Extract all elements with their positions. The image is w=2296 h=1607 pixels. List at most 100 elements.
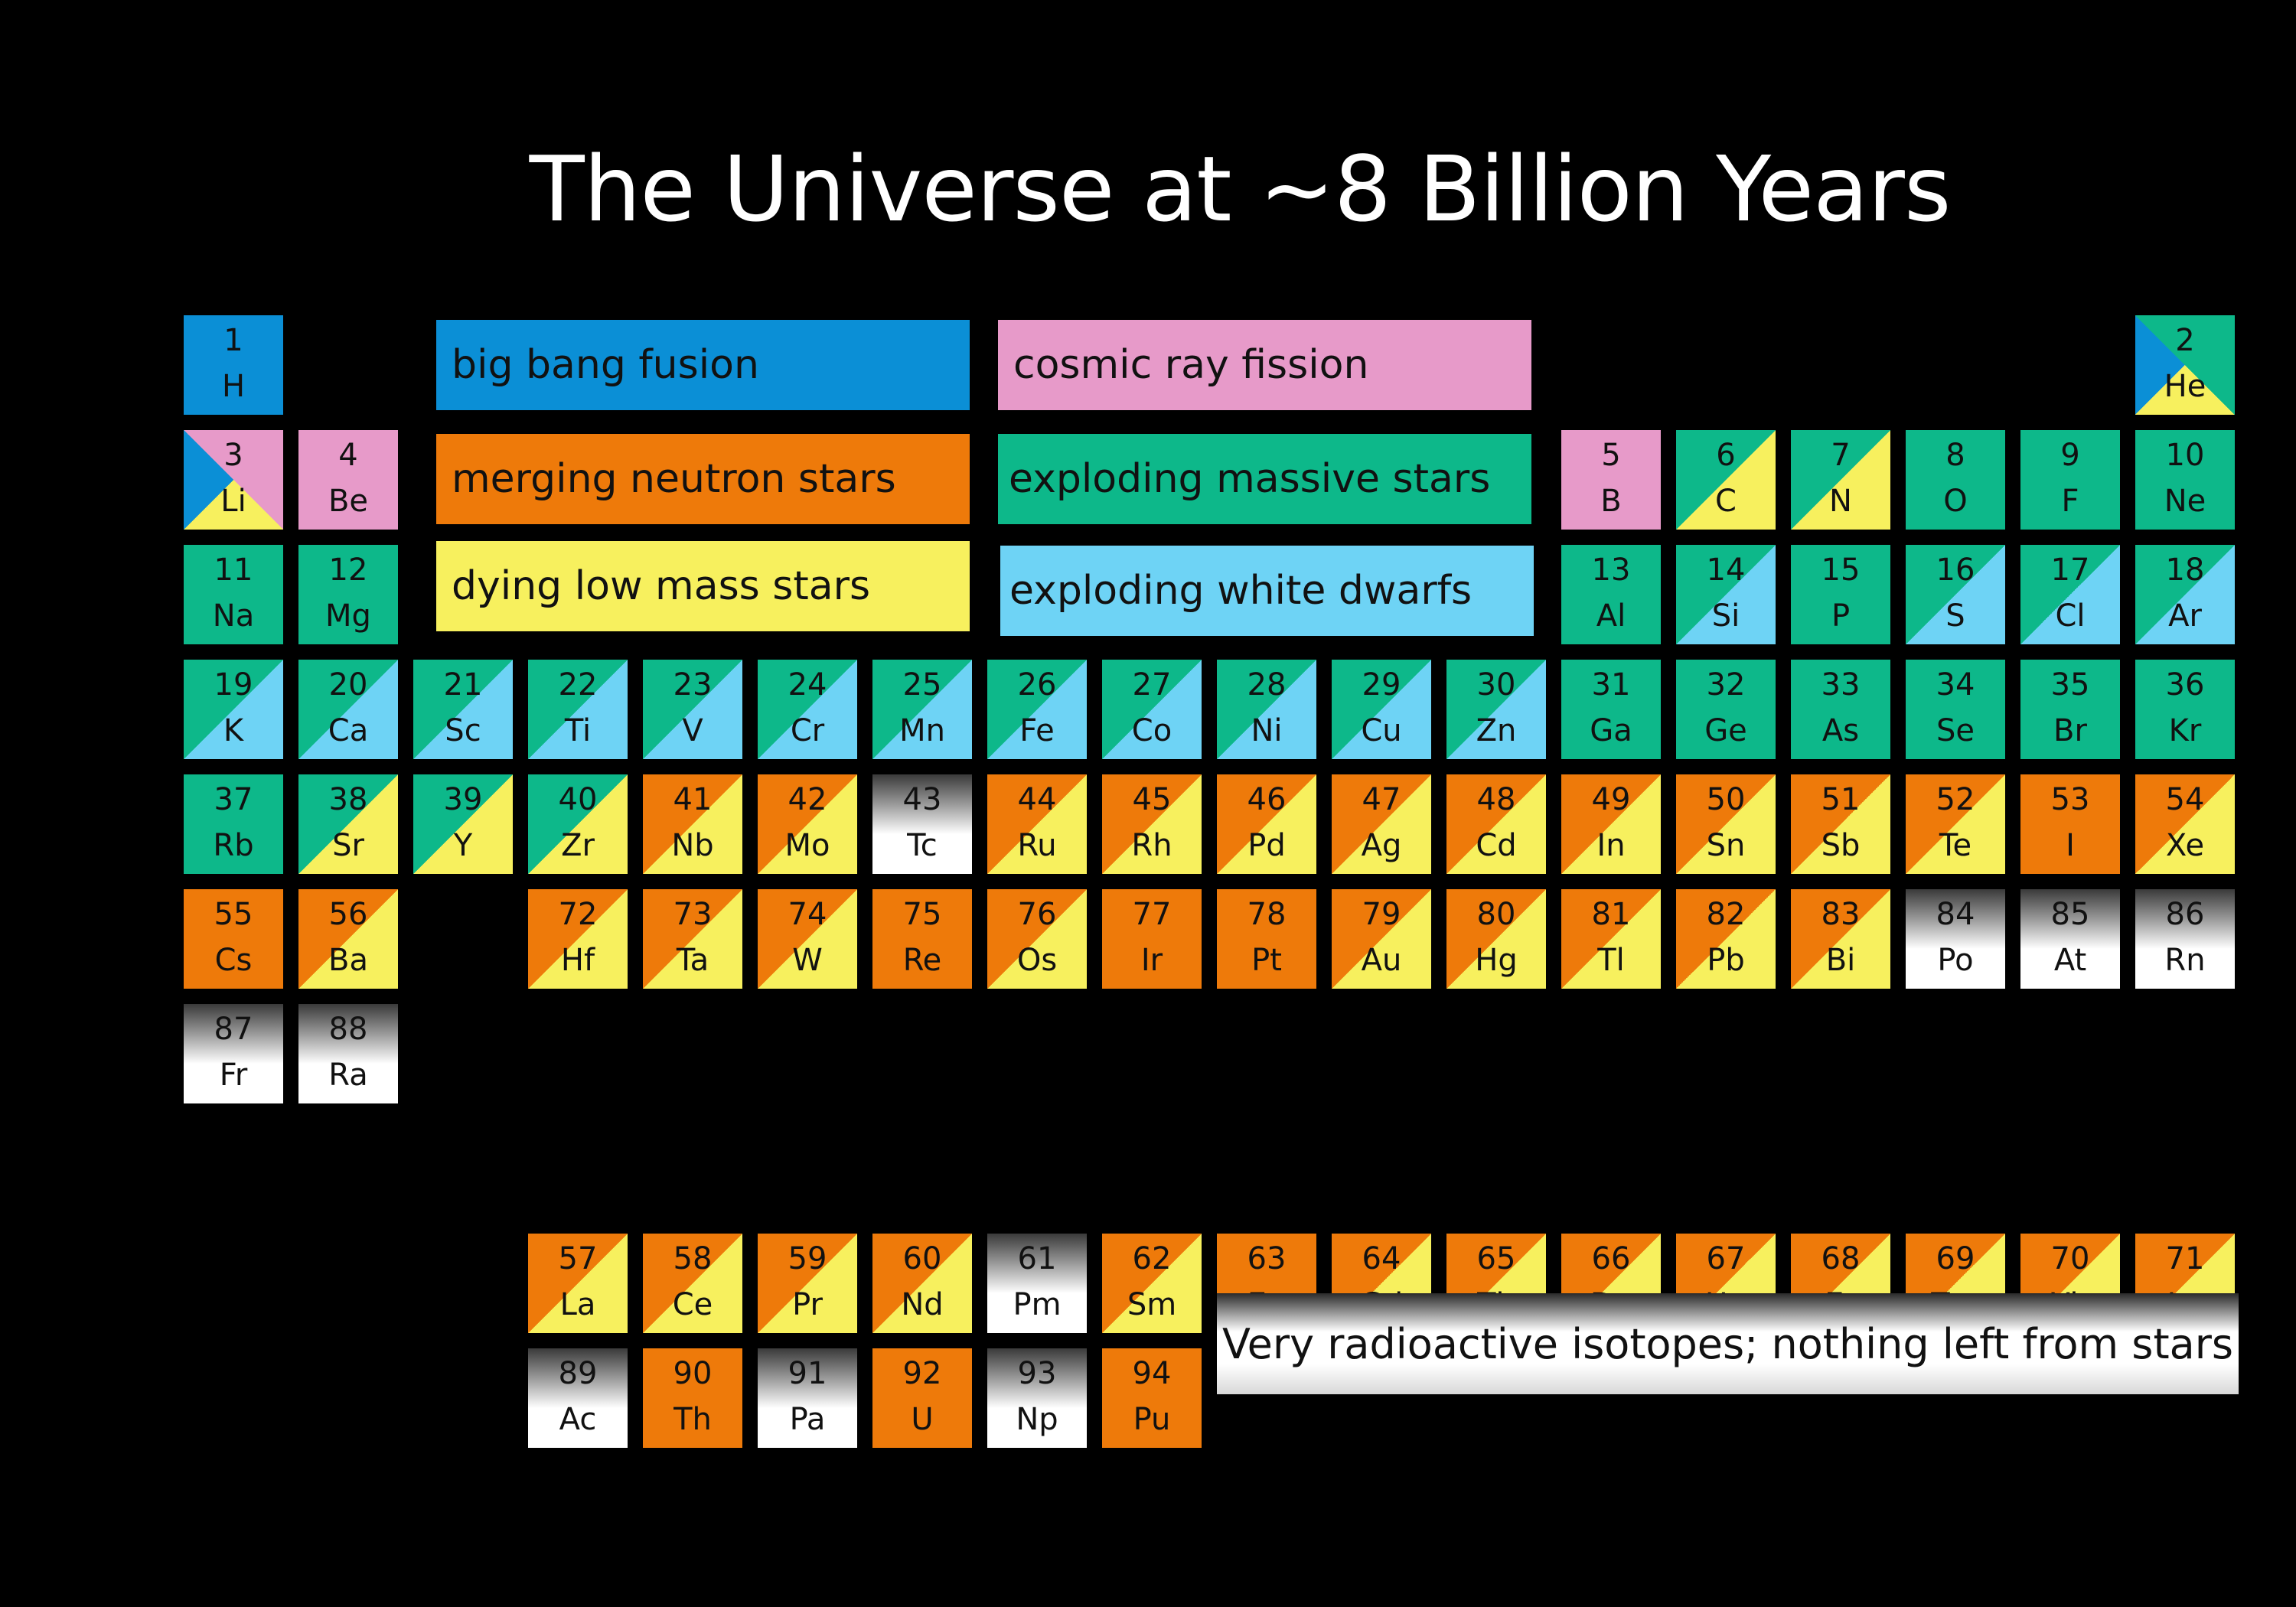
- element-symbol: Al: [1596, 598, 1626, 634]
- atomic-number: 27: [1132, 667, 1172, 702]
- element-symbol: Cl: [2055, 598, 2086, 634]
- atomic-number: 6: [1716, 438, 1736, 473]
- atomic-number: 63: [1247, 1241, 1287, 1276]
- atomic-number: 71: [2165, 1241, 2205, 1276]
- atomic-number: 29: [1362, 667, 1401, 702]
- element-cell-sr: 38 Sr: [298, 774, 398, 874]
- element-cell-sb: 51 Sb: [1791, 774, 1890, 874]
- atomic-number: 4: [338, 438, 358, 473]
- element-symbol: He: [2164, 369, 2206, 404]
- element-cell-tl: 81 Tl: [1561, 889, 1661, 989]
- element-symbol: Ce: [672, 1287, 713, 1322]
- element-cell-ar: 18 Ar: [2135, 545, 2235, 644]
- element-cell-np: 93 Np: [987, 1348, 1087, 1448]
- atomic-number: 66: [1591, 1241, 1631, 1276]
- element-cell-co: 27 Co: [1102, 660, 1202, 759]
- atomic-number: 74: [788, 897, 827, 932]
- element-cell-zn: 30 Zn: [1446, 660, 1546, 759]
- element-symbol: K: [223, 713, 244, 748]
- legend-massive: exploding massive stars: [998, 434, 1531, 524]
- element-cell-ni: 28 Ni: [1217, 660, 1316, 759]
- atomic-number: 70: [2050, 1241, 2090, 1276]
- element-cell-ag: 47 Ag: [1332, 774, 1431, 874]
- element-cell-nd: 60 Nd: [872, 1234, 972, 1333]
- element-cell-ge: 32 Ge: [1676, 660, 1776, 759]
- atomic-number: 59: [788, 1241, 827, 1276]
- element-symbol: Ni: [1251, 713, 1283, 748]
- element-cell-os: 76 Os: [987, 889, 1087, 989]
- element-cell-cu: 29 Cu: [1332, 660, 1431, 759]
- atomic-number: 54: [2165, 782, 2205, 817]
- element-symbol: Cr: [790, 713, 825, 748]
- atomic-number: 2: [2175, 323, 2195, 358]
- element-symbol: Pm: [1013, 1287, 1062, 1322]
- element-cell-tc: 43 Tc: [872, 774, 972, 874]
- element-cell-u: 92 U: [872, 1348, 972, 1448]
- atomic-number: 42: [788, 782, 827, 817]
- atomic-number: 26: [1017, 667, 1057, 702]
- atomic-number: 89: [558, 1356, 598, 1391]
- element-symbol: Ta: [676, 943, 709, 978]
- atomic-number: 8: [1945, 438, 1965, 473]
- atomic-number: 17: [2050, 553, 2090, 588]
- element-symbol: F: [2061, 484, 2079, 519]
- element-symbol: Tl: [1597, 943, 1625, 978]
- element-symbol: C: [1715, 484, 1737, 519]
- atomic-number: 12: [328, 553, 368, 588]
- element-cell-zr: 40 Zr: [528, 774, 628, 874]
- element-cell-kr: 36 Kr: [2135, 660, 2235, 759]
- element-symbol: Ne: [2164, 484, 2206, 519]
- atomic-number: 30: [1476, 667, 1516, 702]
- element-cell-na: 11 Na: [184, 545, 283, 644]
- atomic-number: 45: [1132, 782, 1172, 817]
- element-symbol: Pr: [792, 1287, 823, 1322]
- element-symbol: V: [682, 713, 703, 748]
- element-symbol: Kr: [2168, 713, 2202, 748]
- atomic-number: 48: [1476, 782, 1516, 817]
- atomic-number: 64: [1362, 1241, 1401, 1276]
- atomic-number: 38: [328, 782, 368, 817]
- element-symbol: U: [911, 1402, 934, 1437]
- element-symbol: Cd: [1476, 828, 1517, 863]
- element-symbol: Cs: [214, 943, 253, 978]
- atomic-number: 43: [902, 782, 942, 817]
- legend-bigbang: big bang fusion: [436, 320, 970, 410]
- element-cell-s: 16 S: [1906, 545, 2005, 644]
- element-cell-te: 52 Te: [1906, 774, 2005, 874]
- element-symbol: Ba: [328, 943, 368, 978]
- atomic-number: 20: [328, 667, 368, 702]
- element-cell-rh: 45 Rh: [1102, 774, 1202, 874]
- element-symbol: Fe: [1019, 713, 1055, 748]
- element-cell-i: 53 I: [2020, 774, 2120, 874]
- element-symbol: Ru: [1017, 828, 1057, 863]
- element-symbol: Np: [1016, 1402, 1058, 1437]
- element-symbol: Au: [1361, 943, 1402, 978]
- element-symbol: H: [221, 369, 246, 404]
- element-symbol: Zr: [561, 828, 595, 863]
- element-symbol: Si: [1711, 598, 1740, 634]
- element-cell-cd: 48 Cd: [1446, 774, 1546, 874]
- element-cell-th: 90 Th: [643, 1348, 742, 1448]
- element-symbol: La: [559, 1287, 596, 1322]
- atomic-number: 3: [223, 438, 243, 473]
- atomic-number: 10: [2165, 438, 2205, 473]
- atomic-number: 84: [1936, 897, 1975, 932]
- element-symbol: Be: [328, 484, 369, 519]
- atomic-number: 88: [328, 1012, 368, 1047]
- element-cell-hf: 72 Hf: [528, 889, 628, 989]
- atomic-number: 50: [1706, 782, 1746, 817]
- element-symbol: Nb: [671, 828, 714, 863]
- atomic-number: 62: [1132, 1241, 1172, 1276]
- element-cell-ba: 56 Ba: [298, 889, 398, 989]
- element-symbol: O: [1943, 484, 1968, 519]
- element-symbol: Ra: [328, 1058, 368, 1093]
- element-symbol: Tc: [907, 828, 938, 863]
- element-cell-rb: 37 Rb: [184, 774, 283, 874]
- legend-lowmass: dying low mass stars: [436, 541, 970, 631]
- atomic-number: 92: [902, 1356, 942, 1391]
- atomic-number: 61: [1017, 1241, 1057, 1276]
- element-symbol: Hf: [560, 943, 595, 978]
